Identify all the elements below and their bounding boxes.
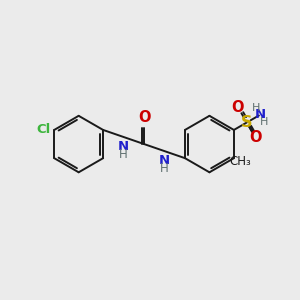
- Text: Cl: Cl: [36, 123, 51, 136]
- Text: N: N: [255, 108, 266, 121]
- Text: H: H: [260, 117, 269, 127]
- Text: O: O: [138, 110, 150, 125]
- Text: H: H: [252, 103, 260, 112]
- Text: H: H: [119, 148, 128, 161]
- Text: N: N: [159, 154, 170, 167]
- Text: S: S: [241, 115, 253, 130]
- Text: N: N: [118, 140, 129, 153]
- Text: H: H: [160, 162, 169, 176]
- Text: O: O: [249, 130, 262, 146]
- Text: CH₃: CH₃: [230, 155, 251, 168]
- Text: O: O: [232, 100, 244, 115]
